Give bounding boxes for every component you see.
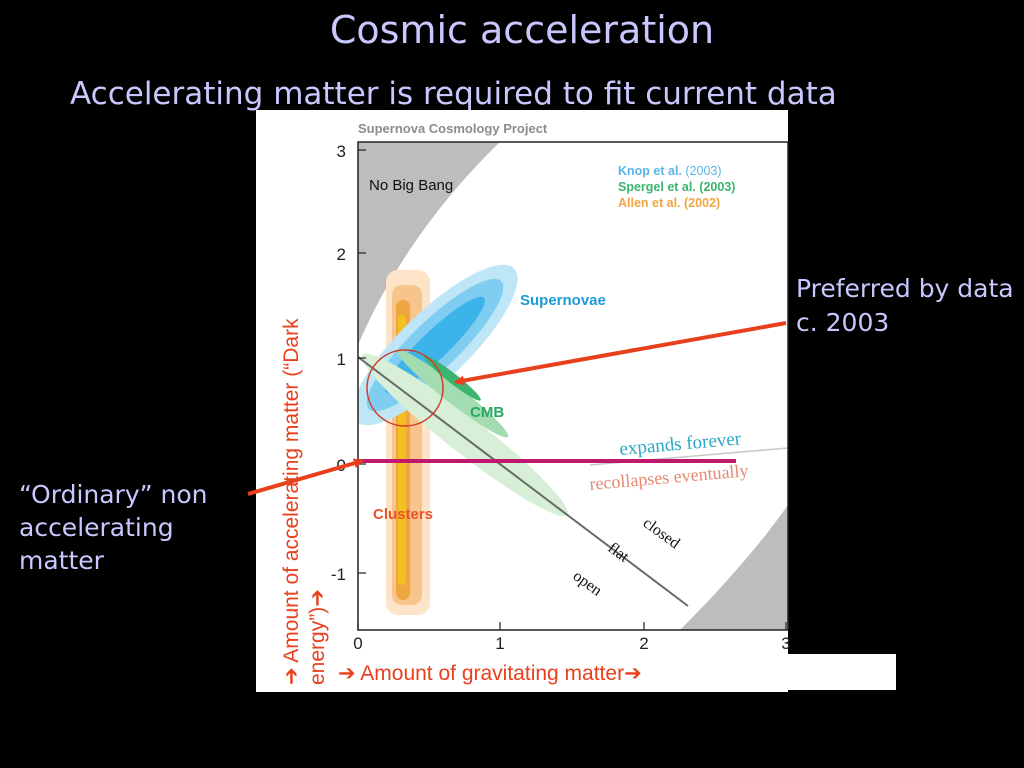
legend-author: Knop et al. (618, 164, 682, 178)
ordinary-arrow (247, 458, 364, 496)
y-tick-label: 3 (337, 142, 346, 161)
svg-text:Allen et al. (2002): Allen et al. (2002) (618, 196, 720, 210)
legend-year: (2003) (685, 164, 721, 178)
x-tick-label: 3 (781, 634, 790, 653)
preferred-annotation: Preferred by data c. 2003 (796, 274, 1014, 337)
svg-text:Knop et al. (2003): Knop et al. (2003) (618, 164, 722, 178)
slide-subtitle: Accelerating matter is required to fit c… (70, 76, 837, 112)
y-axis-label-line2: energy”)➔ (306, 589, 329, 685)
legend-author: Allen et al. (618, 196, 681, 210)
expands-forever-label: expands forever (619, 428, 743, 460)
legend-year: (2003) (699, 180, 735, 194)
figure-panel (256, 110, 788, 692)
y-tick-label: -1 (331, 565, 346, 584)
no-big-bang-label: No Big Bang (369, 177, 453, 194)
closed-label: closed (640, 514, 683, 552)
cmb-label: CMB (470, 404, 504, 421)
x-axis-label: ➔ Amount of gravitating matter➔ (338, 662, 642, 685)
clusters-label: Clusters (373, 506, 433, 523)
flat-universe-line (358, 356, 689, 607)
y-tick-marks (358, 149, 366, 574)
ordinary-matter-annotation: “Ordinary” non accelerating matter (19, 480, 208, 575)
svg-text:Spergel et al. (2003): Spergel et al. (2003) (618, 180, 735, 194)
x-tick-label: 2 (639, 634, 648, 653)
open-label: open (570, 567, 605, 599)
y-axis-label-line1: ➔ Amount of accelerating matter (“Dark (280, 318, 303, 685)
x-tick-label: 1 (495, 634, 504, 653)
y-tick-label: 1 (337, 350, 346, 369)
supernovae-label: Supernovae (520, 292, 606, 309)
slide-title: Cosmic acceleration (329, 8, 715, 52)
x-tick-marks (357, 622, 787, 630)
recollapses-label: recollapses eventually (589, 460, 750, 494)
legend-year: (2002) (684, 196, 720, 210)
preferred-arrow (454, 321, 787, 386)
legend: Knop et al. (2003) Spergel et al. (2003)… (618, 164, 735, 210)
plot-frame (357, 141, 789, 631)
no-big-bang-region (358, 142, 500, 345)
preferred-region-circle (366, 349, 444, 427)
project-label: Supernova Cosmology Project (358, 121, 548, 136)
y-tick-label: 2 (337, 245, 346, 264)
figure-panel-strip (788, 654, 896, 690)
x-tick-label: 0 (353, 634, 362, 653)
legend-author: Spergel et al. (618, 180, 696, 194)
recollapse-region (680, 505, 788, 630)
